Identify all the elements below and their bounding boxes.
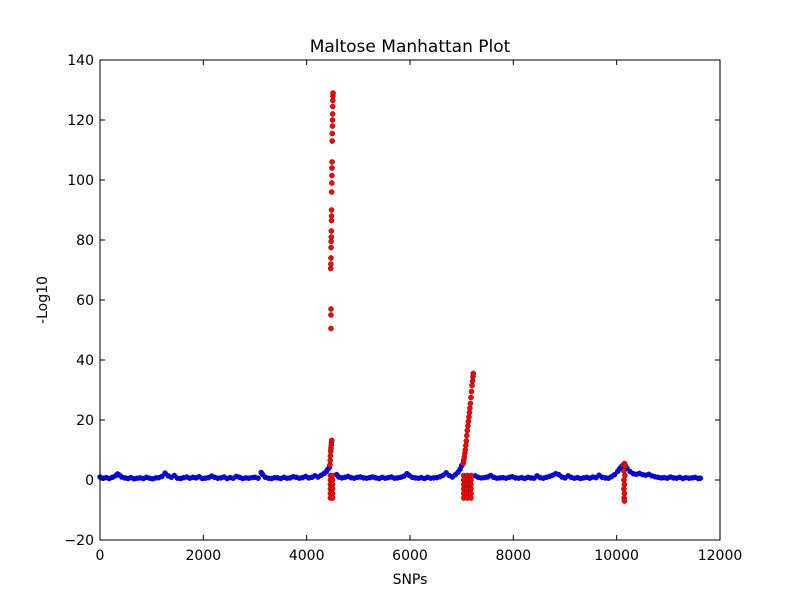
data-point-s1-20 xyxy=(328,207,335,213)
data-point-s1-13 xyxy=(328,255,334,261)
data-point-s1-12 xyxy=(328,261,334,267)
x-tick-label: 2000 xyxy=(186,548,222,564)
data-point-s1-54 xyxy=(464,432,470,439)
data-point-s1-24 xyxy=(329,165,335,171)
data-point-s1-62 xyxy=(468,394,474,401)
data-point-s1-53 xyxy=(463,438,470,444)
data-point-s1-67 xyxy=(470,370,477,377)
data-point-s1-7 xyxy=(328,437,335,444)
y-tick-label: 40 xyxy=(76,353,94,369)
y-tick-label: 120 xyxy=(67,113,94,129)
x-tick-label: 4000 xyxy=(289,548,325,564)
data-point-s0-194 xyxy=(697,475,704,481)
data-point-s1-27 xyxy=(329,130,336,137)
data-point-s1-25 xyxy=(329,159,335,165)
y-tick-label: 60 xyxy=(76,293,94,309)
data-point-s1-28 xyxy=(329,123,336,129)
x-tick-label: 8000 xyxy=(496,548,532,564)
data-point-s1-31 xyxy=(329,103,336,110)
data-point-s1-61 xyxy=(467,400,474,407)
data-point-s1-10 xyxy=(328,306,334,312)
data-point-s1-96 xyxy=(621,498,628,504)
data-point-s1-85 xyxy=(468,495,474,501)
x-tick-label: 6000 xyxy=(392,548,428,564)
x-tick-label: 10000 xyxy=(594,548,639,564)
y-tick-label: 0 xyxy=(85,473,94,489)
ticks-layer: 0 2000 4000 6000 8000 10000 12000−200204060801… xyxy=(64,53,742,564)
chart-title: Maltose Manhattan Plot xyxy=(310,37,511,57)
data-point-s1-88 xyxy=(622,462,629,469)
data-point-s1-21 xyxy=(328,189,335,195)
data-point-s1-30 xyxy=(329,111,336,117)
data-point-s1-63 xyxy=(468,388,475,395)
data-point-s1-9 xyxy=(328,312,334,318)
y-tick-label: 140 xyxy=(67,53,94,69)
data-point-s1-46 xyxy=(329,495,336,501)
data-point-s1-34 xyxy=(330,90,336,96)
data-point-s1-89 xyxy=(621,468,627,474)
data-point-s1-23 xyxy=(329,172,335,179)
data-point-s0-52 xyxy=(255,475,261,481)
x-axis-label: SNPs xyxy=(393,572,428,588)
data-point-s1-14 xyxy=(328,244,334,251)
data-point-s1-8 xyxy=(328,325,334,332)
y-tick-label: 100 xyxy=(67,173,94,189)
x-tick-label: 0 xyxy=(96,548,105,564)
data-point-s1-29 xyxy=(329,117,336,123)
data-point-s1-26 xyxy=(329,138,335,144)
y-tick-label: 80 xyxy=(76,233,94,249)
points-layer xyxy=(97,90,704,504)
data-point-s1-19 xyxy=(328,213,335,219)
data-point-s1-16 xyxy=(328,234,335,240)
y-tick-label: 20 xyxy=(76,413,94,429)
y-axis-label: -Log10 xyxy=(35,276,51,324)
y-tick-label: −20 xyxy=(64,533,94,549)
data-point-s1-17 xyxy=(328,228,335,234)
x-tick-label: 12000 xyxy=(698,548,743,564)
data-point-s1-22 xyxy=(329,180,335,186)
data-point-s1-90 xyxy=(622,472,628,479)
